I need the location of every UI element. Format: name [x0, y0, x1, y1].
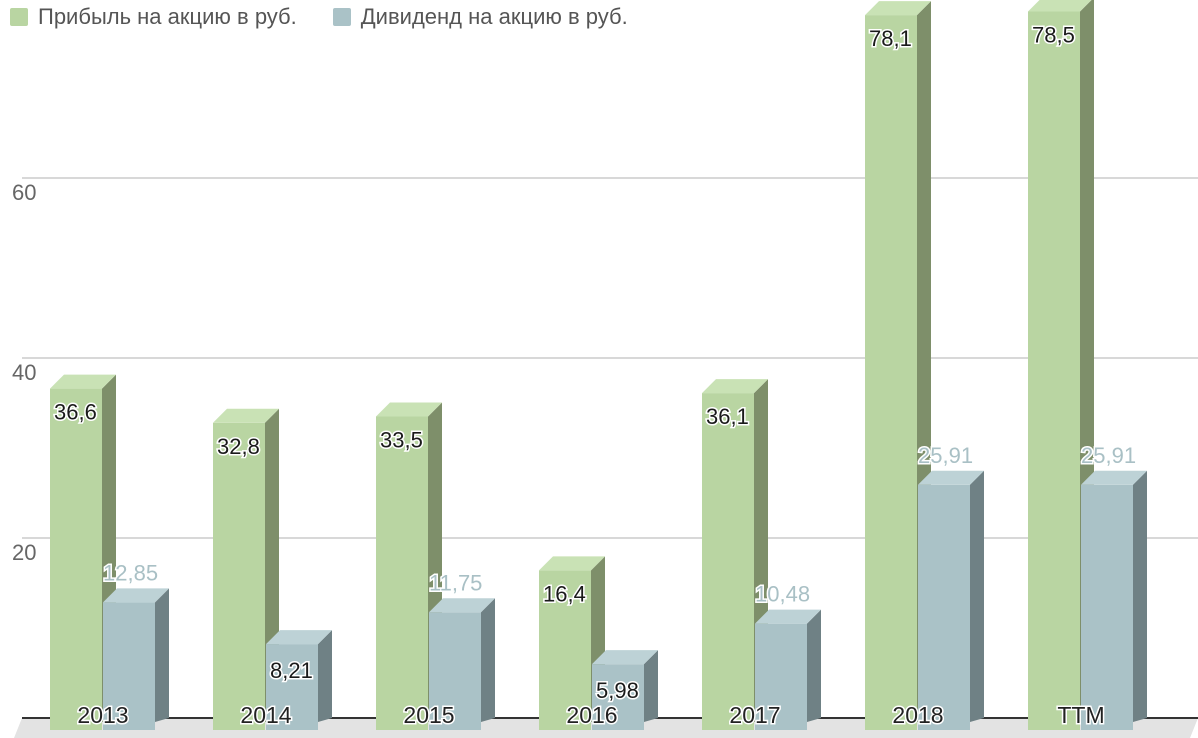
- bar-dividend-side: [970, 470, 984, 722]
- x-tick-label: TTM: [1057, 702, 1104, 728]
- data-label-profit: 16,4: [543, 581, 586, 606]
- bar-profit-top: [539, 556, 605, 571]
- bar-profit[interactable]: [539, 570, 591, 730]
- data-label-dividend: 12,85: [103, 560, 158, 585]
- bar-dividend-top: [103, 588, 169, 603]
- y-tick-label: 40: [12, 360, 36, 385]
- bar-dividend-side: [155, 588, 169, 722]
- bar-dividend[interactable]: [592, 664, 644, 730]
- legend-label-profit: Прибыль на акцию в руб.: [38, 4, 297, 29]
- bar-dividend-top: [592, 650, 658, 665]
- bar-profit[interactable]: [376, 416, 428, 731]
- bar-dividend-side: [644, 650, 658, 722]
- bar-dividend-top: [429, 598, 495, 613]
- bar-profit-top: [376, 402, 442, 417]
- bar-dividend-top: [1081, 470, 1147, 485]
- bar-profit-top: [702, 379, 768, 394]
- bar-dividend-side: [481, 598, 495, 722]
- bar-profit-top: [865, 1, 931, 16]
- data-label-dividend: 8,21: [270, 658, 313, 683]
- bar-dividend[interactable]: [103, 602, 155, 730]
- legend-label-dividend: Дивиденд на акцию в руб.: [360, 4, 628, 29]
- data-label-profit: 78,5: [1032, 23, 1075, 48]
- bar-dividend-top: [266, 630, 332, 645]
- x-tick-label: 2013: [77, 702, 128, 728]
- data-label-profit: 78,1: [869, 26, 912, 51]
- data-label-profit: 36,1: [706, 404, 749, 429]
- bar-dividend-top: [755, 609, 821, 624]
- data-label-dividend: 25,91: [1081, 443, 1136, 468]
- legend-item-profit[interactable]: Прибыль на акцию в руб.: [10, 4, 297, 30]
- data-label-profit: 36,6: [54, 400, 97, 425]
- bar-dividend[interactable]: [266, 644, 318, 730]
- bar-dividend[interactable]: [429, 612, 481, 730]
- x-tick-label: 2015: [403, 702, 454, 728]
- x-tick-label: 2016: [566, 702, 617, 728]
- bar-dividend-top: [918, 470, 984, 485]
- legend-swatch-dividend: [332, 8, 351, 26]
- data-label-dividend: 10,48: [755, 582, 810, 607]
- data-label-dividend: 25,91: [918, 443, 973, 468]
- bar-dividend-side: [807, 609, 821, 722]
- bar-dividend[interactable]: [755, 623, 807, 730]
- bar-dividend[interactable]: [918, 484, 970, 730]
- x-tick-label: 2017: [729, 702, 780, 728]
- data-label-dividend: 5,98: [596, 678, 639, 703]
- data-label-profit: 32,8: [217, 434, 260, 459]
- y-tick-label: 60: [12, 180, 36, 205]
- bar-profit[interactable]: [702, 393, 754, 730]
- x-tick-label: 2014: [240, 702, 291, 728]
- bar-profit-top: [1028, 0, 1092, 12]
- bar-dividend[interactable]: [1081, 484, 1133, 730]
- legend-item-dividend[interactable]: Дивиденд на акцию в руб.: [332, 4, 628, 30]
- legend-swatch-profit: [10, 8, 28, 26]
- y-tick-label: 20: [12, 540, 36, 565]
- x-tick-label: 2018: [892, 702, 943, 728]
- chart-legend: Прибыль на акцию в руб. Дивиденд на акци…: [10, 4, 650, 30]
- bar-profit[interactable]: [865, 15, 917, 731]
- bar-profit-top: [50, 374, 116, 389]
- bar-dividend-side: [318, 630, 332, 722]
- bar-profit[interactable]: [50, 388, 102, 730]
- bar-profit[interactable]: [1028, 11, 1080, 731]
- bar-profit[interactable]: [213, 422, 265, 730]
- data-label-dividend: 11,75: [429, 570, 482, 595]
- bar-profit-top: [213, 408, 279, 423]
- data-label-profit: 33,5: [380, 428, 423, 453]
- bar-dividend-side: [1133, 470, 1147, 722]
